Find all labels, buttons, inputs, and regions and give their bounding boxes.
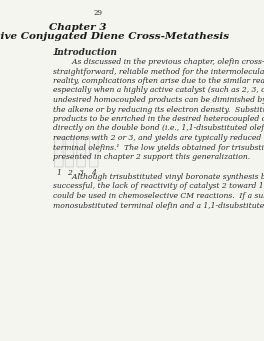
Text: especially when a highly active catalyst (such as 2, 3, or 4) is used.¹  The for: especially when a highly active catalyst…: [53, 87, 264, 94]
Text: the alkene or by reducing its electron density.  Substitution in the allylic pos: the alkene or by reducing its electron d…: [53, 105, 264, 114]
Text: reality, complications often arise due to the similar reactivities of simple ole: reality, complications often arise due t…: [53, 77, 264, 85]
Text: 3: 3: [79, 169, 83, 177]
Text: straightforward, reliable method for the intermolecular coupling of two olefins.: straightforward, reliable method for the…: [53, 68, 264, 75]
Text: As discussed in the previous chapter, olefin cross-metathesis (CM) appears to be: As discussed in the previous chapter, ol…: [53, 58, 264, 66]
Text: could be used in chemoselective CM reactions.  If a substrate containing both a: could be used in chemoselective CM react…: [53, 192, 264, 200]
Text: 4: 4: [91, 169, 96, 177]
Text: Chemoselective Conjugated Diene Cross-Metathesis: Chemoselective Conjugated Diene Cross-Me…: [0, 32, 229, 41]
Text: Chapter 3: Chapter 3: [49, 23, 106, 32]
FancyBboxPatch shape: [77, 137, 85, 167]
Text: successful, the lack of reactivity of catalyst 2 toward 1,1-disubstituted olefin: successful, the lack of reactivity of ca…: [53, 182, 264, 191]
Text: 2: 2: [67, 169, 72, 177]
Text: reactions with 2 or 3, and yields are typically reduced relative to monosubstitu: reactions with 2 or 3, and yields are ty…: [53, 134, 264, 142]
Text: Although trisubstituted vinyl boronate synthesis by CM was only moderately: Although trisubstituted vinyl boronate s…: [53, 173, 264, 181]
Text: undesired homocoupled products can be diminished by increasing the steric bulk a: undesired homocoupled products can be di…: [53, 96, 264, 104]
Text: presented in chapter 2 support this generalization.: presented in chapter 2 support this gene…: [53, 153, 250, 161]
Text: directly on the double bond (i.e., 1,1-disubstituted olefins) do not react effic: directly on the double bond (i.e., 1,1-d…: [53, 124, 264, 133]
FancyBboxPatch shape: [89, 137, 98, 167]
Text: terminal olefins.¹  The low yields obtained for trisubstituted vinyl boronate fo: terminal olefins.¹ The low yields obtain…: [53, 144, 264, 151]
FancyBboxPatch shape: [65, 137, 74, 167]
Text: Introduction: Introduction: [53, 48, 117, 57]
Text: 1: 1: [56, 169, 61, 177]
Text: 29: 29: [94, 9, 103, 17]
Text: products to be enriched in the desired heterocoupled olefin, but alkenes with su: products to be enriched in the desired h…: [53, 115, 264, 123]
Text: monosubstituted terminal olefin and a 1,1-disubstituted olefin was used in a CM : monosubstituted terminal olefin and a 1,…: [53, 202, 264, 209]
FancyBboxPatch shape: [55, 137, 63, 167]
